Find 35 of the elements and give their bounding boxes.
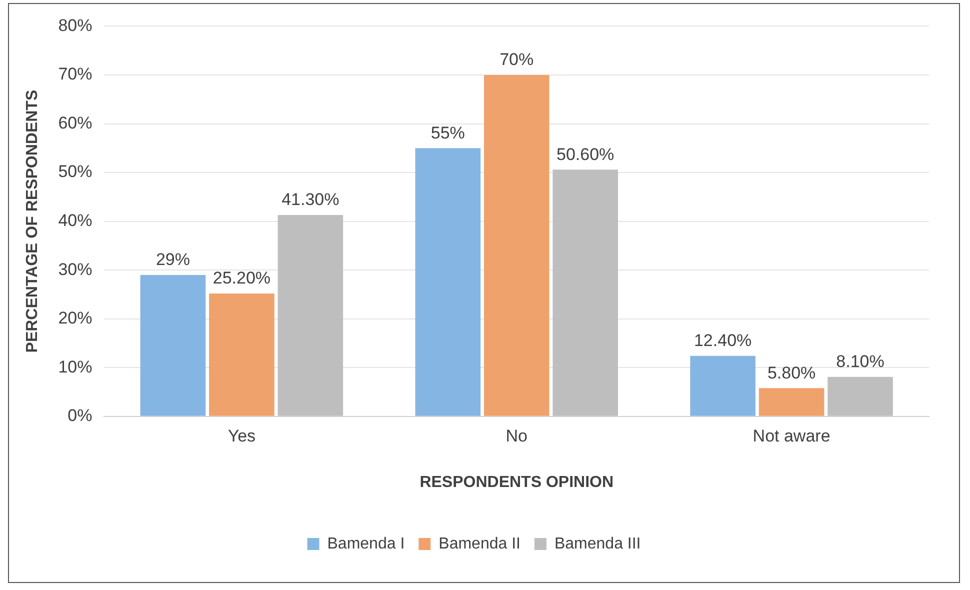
bar xyxy=(484,74,550,416)
y-tick-label: 20% xyxy=(58,308,92,328)
data-label: 5.80% xyxy=(767,363,816,382)
bar xyxy=(415,148,481,416)
x-tick-label: No xyxy=(506,426,528,446)
data-label: 50.60% xyxy=(556,144,614,164)
y-tick-label: 0% xyxy=(68,406,92,426)
data-label: 41.30% xyxy=(282,190,340,210)
x-tick-label: Not aware xyxy=(752,426,830,446)
legend-label: Bamenda I xyxy=(327,535,405,552)
bar xyxy=(828,376,893,416)
y-tick-label: 60% xyxy=(58,113,92,132)
bar xyxy=(552,170,618,416)
data-label: 8.10% xyxy=(836,352,884,372)
legend-label: Bamenda II xyxy=(438,535,520,552)
bar xyxy=(140,274,206,416)
data-label: 70% xyxy=(500,50,534,70)
x-axis-title: RESPONDENTS OPINION xyxy=(420,474,614,491)
y-tick-label: 50% xyxy=(58,162,92,182)
data-label: 25.20% xyxy=(212,268,271,288)
data-label: 12.40% xyxy=(694,331,752,350)
y-tick-label: 10% xyxy=(58,357,92,376)
y-axis-title: PERCENTAGE OF RESPONDENTS xyxy=(24,90,42,353)
y-tick-label: 30% xyxy=(58,260,92,279)
y-tick-label: 70% xyxy=(58,64,92,84)
x-tick-label: Yes xyxy=(228,426,256,446)
bar xyxy=(278,214,344,416)
bar xyxy=(690,356,756,416)
y-tick-label: 80% xyxy=(58,16,92,35)
y-tick-label: 40% xyxy=(58,210,92,230)
data-label: 55% xyxy=(430,123,465,142)
bar xyxy=(209,293,274,416)
data-label: 29% xyxy=(156,250,190,270)
legend-label: Bamenda III xyxy=(554,535,641,552)
bar xyxy=(758,388,824,416)
